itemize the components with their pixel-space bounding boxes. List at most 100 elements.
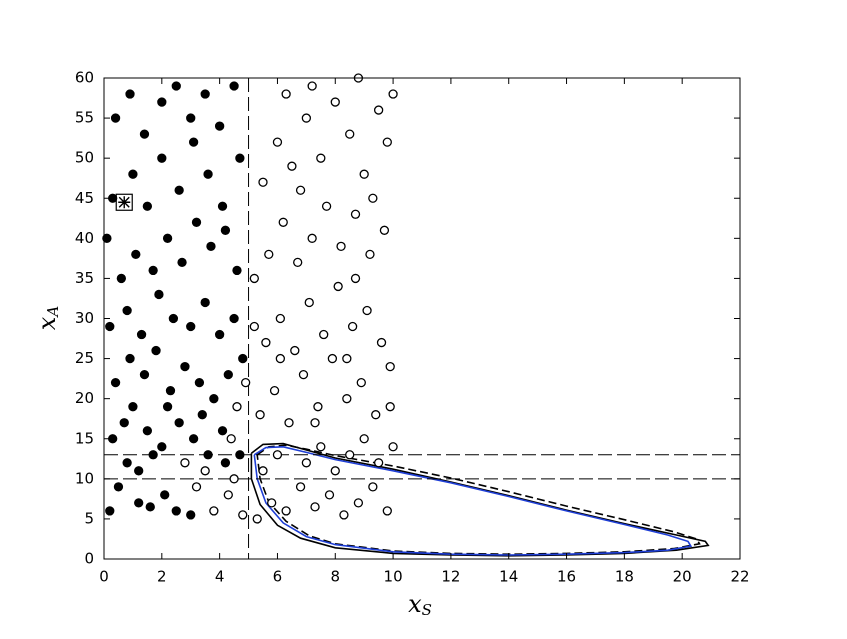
point — [382, 137, 392, 147]
point — [139, 129, 150, 139]
point — [238, 353, 248, 364]
x-tick-label: 16 — [557, 568, 576, 586]
y-tick-label: 10 — [75, 469, 94, 487]
point — [105, 506, 115, 516]
point — [388, 442, 398, 452]
x-tick-label: 10 — [384, 568, 403, 586]
point — [264, 249, 274, 260]
point — [180, 458, 190, 468]
y-tick-label: 40 — [75, 229, 94, 247]
point — [142, 201, 153, 211]
x-tick-label: 4 — [215, 568, 225, 586]
point — [388, 89, 398, 99]
point — [307, 81, 317, 91]
point — [345, 450, 355, 460]
point — [382, 506, 392, 516]
curve — [250, 442, 710, 557]
point — [125, 353, 135, 364]
point — [214, 329, 225, 340]
point — [162, 233, 173, 243]
point — [249, 321, 259, 332]
point — [134, 466, 144, 476]
point — [353, 498, 364, 508]
point — [235, 450, 245, 460]
point — [342, 353, 352, 364]
y-axis-label-main: x — [33, 316, 61, 330]
point — [307, 233, 317, 243]
y-tick-label: 25 — [75, 349, 94, 367]
x-tick-label: 2 — [157, 568, 167, 586]
y-tick-label: 35 — [75, 269, 94, 287]
point — [241, 377, 251, 388]
point — [255, 410, 265, 420]
point — [148, 450, 158, 460]
point — [272, 137, 283, 147]
curve — [256, 444, 701, 556]
x-tick-label: 12 — [441, 568, 460, 586]
point — [154, 289, 164, 300]
point — [269, 385, 280, 396]
point — [188, 137, 199, 147]
point — [232, 402, 242, 412]
point — [295, 185, 306, 195]
point — [310, 418, 320, 428]
point — [333, 281, 343, 292]
point — [385, 402, 395, 412]
point — [131, 249, 141, 260]
point — [191, 482, 202, 492]
point — [281, 89, 291, 99]
point — [128, 402, 138, 412]
point — [278, 217, 288, 227]
point — [281, 506, 291, 516]
point — [203, 169, 213, 179]
point — [229, 81, 239, 91]
point — [261, 337, 271, 348]
point — [319, 329, 329, 340]
point — [217, 201, 228, 211]
point — [142, 426, 153, 436]
point — [373, 105, 384, 115]
point — [200, 297, 210, 308]
point — [157, 442, 167, 452]
point — [220, 458, 231, 468]
curve — [253, 445, 693, 556]
point — [220, 225, 231, 235]
point — [359, 434, 369, 444]
point — [316, 442, 326, 452]
point — [116, 273, 126, 284]
point — [258, 466, 268, 476]
point — [229, 474, 239, 484]
point — [174, 418, 184, 428]
y-tick-label: 5 — [84, 509, 94, 527]
point — [223, 490, 233, 500]
point — [151, 345, 161, 356]
point — [258, 177, 268, 187]
point — [171, 81, 181, 91]
point — [136, 329, 147, 340]
point — [249, 273, 259, 284]
x-tick-label: 6 — [273, 568, 283, 586]
point — [194, 377, 205, 388]
x-tick-label: 8 — [330, 568, 340, 586]
point — [287, 161, 297, 171]
y-tick-label: 45 — [75, 189, 94, 207]
point — [180, 361, 190, 372]
point — [200, 466, 210, 476]
y-tick-label: 30 — [75, 309, 94, 327]
point — [105, 321, 115, 332]
point — [365, 249, 375, 260]
point — [148, 265, 158, 276]
point — [275, 313, 285, 324]
point — [290, 345, 300, 356]
point — [385, 361, 395, 372]
point — [209, 394, 219, 404]
x-tick-label: 0 — [99, 568, 109, 586]
point — [134, 498, 144, 508]
point — [373, 458, 384, 468]
y-axis-label-sub: A — [44, 306, 62, 319]
point — [327, 353, 338, 364]
point — [125, 89, 135, 99]
point — [160, 490, 170, 500]
y-tick-label: 0 — [84, 550, 94, 568]
point — [229, 313, 239, 324]
